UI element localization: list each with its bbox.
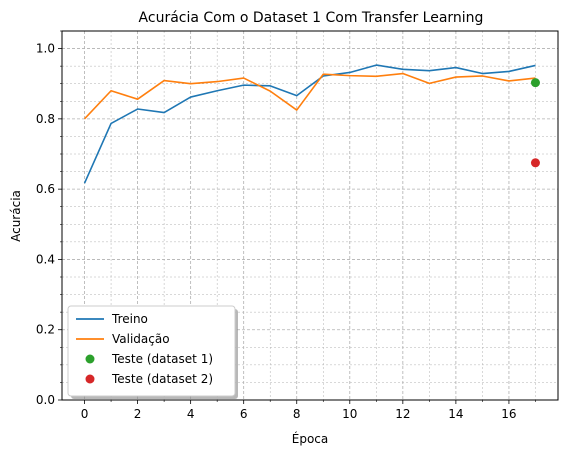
x-tick-label: 16 [501, 407, 516, 421]
series-1-line [83, 72, 536, 120]
y-tick-label: 0.0 [36, 393, 55, 407]
series-3-marker [530, 158, 540, 168]
y-axis-label: Acurácia [9, 190, 23, 242]
y-tick-label: 0.8 [36, 112, 55, 126]
y-tick-label: 0.6 [36, 182, 55, 196]
y-tick-label: 0.2 [36, 323, 55, 337]
x-tick-label: 12 [395, 407, 410, 421]
series-2-marker [530, 78, 540, 88]
plot-frame [61, 30, 559, 401]
legend: Treino Validação Teste (dataset 1) Teste (d… [67, 305, 238, 399]
legend-label: Treino [111, 312, 148, 326]
legend-swatch-marker [85, 354, 95, 364]
x-tick-label: 0 [81, 407, 89, 421]
x-tick-label: 14 [448, 407, 463, 421]
legend-swatch-marker [85, 374, 95, 384]
minor-grid [60, 30, 558, 402]
series-layer [83, 64, 540, 184]
legend-box [67, 305, 236, 397]
x-tick-label: 4 [187, 407, 195, 421]
y-tick-label: 1.0 [36, 42, 55, 56]
x-tick-label: 8 [293, 407, 301, 421]
x-tick-label: 2 [134, 407, 142, 421]
x-axis-label: Época [292, 431, 329, 446]
legend-label: Teste (dataset 1) [111, 352, 213, 366]
x-tick-label: 6 [240, 407, 248, 421]
y-axis-ticks: 0.0 0.2 0.4 0.6 0.8 1.0 [36, 42, 62, 407]
y-tick-label: 0.4 [36, 252, 55, 266]
series-0-line [83, 64, 536, 184]
legend-label: Teste (dataset 2) [111, 372, 213, 386]
chart-title: Acurácia Com o Dataset 1 Com Transfer Le… [139, 10, 484, 26]
legend-label: Validação [112, 332, 170, 346]
x-tick-label: 10 [342, 407, 357, 421]
x-axis-ticks: 0 2 4 6 8 10 12 14 16 [81, 400, 517, 421]
